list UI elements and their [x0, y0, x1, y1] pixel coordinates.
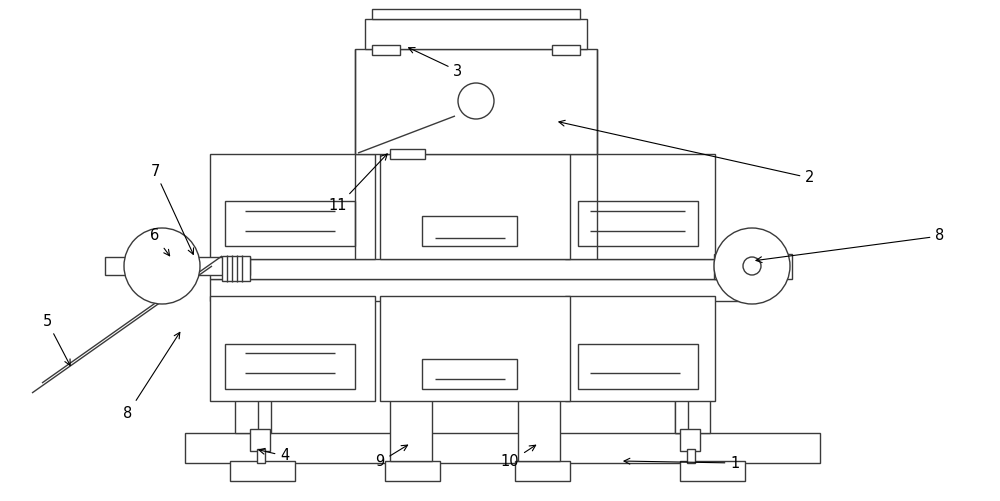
Bar [380, 296, 570, 401]
Bar [675, 393, 688, 433]
Bar [365, 19, 587, 49]
Bar [372, 9, 580, 19]
Text: 9: 9 [375, 445, 408, 469]
Text: 11: 11 [329, 154, 387, 213]
Circle shape [743, 257, 761, 275]
Text: 7: 7 [150, 163, 194, 255]
Text: 10: 10 [501, 445, 536, 469]
Bar [578, 344, 698, 389]
Bar [714, 254, 792, 279]
Bar [390, 203, 432, 461]
Bar [210, 279, 740, 301]
Bar [257, 449, 265, 463]
Bar [680, 429, 700, 451]
Bar [355, 49, 597, 154]
Bar [225, 201, 355, 246]
Bar [372, 45, 400, 55]
Bar [680, 461, 745, 481]
Bar [210, 296, 375, 401]
Bar [105, 257, 250, 275]
Bar [565, 296, 715, 401]
Bar [515, 461, 570, 481]
Bar [225, 344, 355, 389]
Bar [210, 259, 740, 279]
Bar [185, 433, 820, 463]
Bar [380, 154, 570, 259]
Bar [578, 201, 698, 246]
Text: 1: 1 [624, 455, 740, 470]
Bar [565, 154, 715, 259]
Bar [235, 298, 270, 433]
Text: 6: 6 [150, 228, 170, 256]
Bar [687, 449, 695, 463]
Text: 5: 5 [42, 314, 70, 365]
Bar [390, 149, 425, 159]
Circle shape [458, 83, 494, 119]
Text: 8: 8 [756, 228, 945, 263]
Bar [675, 298, 710, 433]
Bar [258, 393, 271, 433]
Bar [518, 203, 560, 461]
Bar [385, 461, 440, 481]
Text: 4: 4 [259, 448, 290, 463]
Bar [210, 154, 375, 259]
Bar [552, 45, 580, 55]
Circle shape [714, 228, 790, 304]
Circle shape [124, 228, 200, 304]
Text: 8: 8 [123, 332, 180, 420]
Text: 3: 3 [409, 48, 463, 79]
Bar [250, 429, 270, 451]
Bar [422, 216, 517, 246]
Bar [222, 256, 250, 281]
Bar [230, 461, 295, 481]
Text: 2: 2 [559, 120, 815, 185]
Bar [422, 359, 517, 389]
